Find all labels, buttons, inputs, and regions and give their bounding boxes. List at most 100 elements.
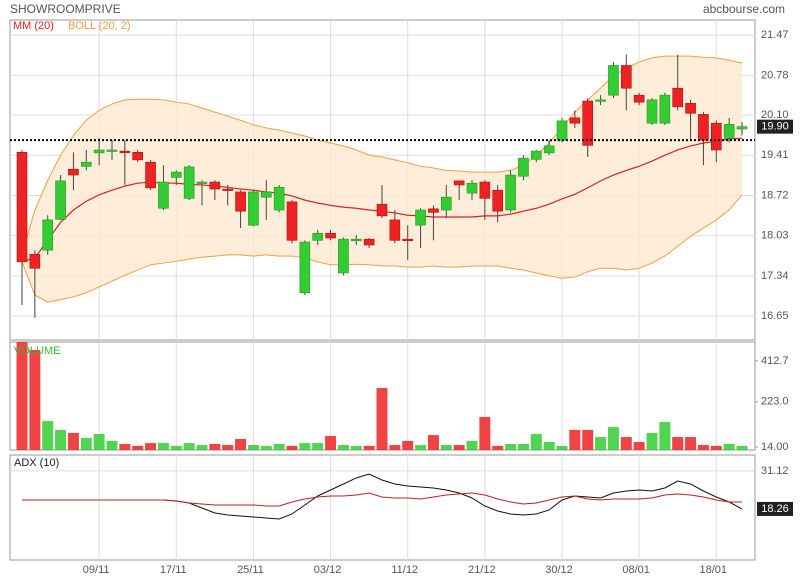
x-tick-label: 21/12 bbox=[468, 564, 496, 576]
candle-body bbox=[389, 219, 401, 241]
y-tick-label: 20.78 bbox=[761, 69, 789, 81]
x-tick-label: 30/12 bbox=[545, 564, 573, 576]
legend-label: BOLL (20, 2) bbox=[68, 20, 131, 32]
candle-body bbox=[29, 254, 41, 269]
candle-body bbox=[132, 152, 144, 161]
y-tick-label: 18.72 bbox=[761, 189, 789, 201]
x-tick-label: 03/12 bbox=[314, 564, 342, 576]
volume-bar bbox=[440, 445, 452, 450]
volume-bar bbox=[42, 421, 54, 450]
volume-bar bbox=[145, 443, 157, 450]
candle-body bbox=[68, 168, 79, 176]
candle-body bbox=[466, 182, 478, 194]
candle-body bbox=[273, 186, 285, 211]
volume-bar bbox=[247, 445, 259, 450]
candle-body bbox=[402, 238, 414, 241]
band-lower bbox=[21, 194, 743, 303]
candle-body bbox=[608, 65, 619, 96]
indicator-line bbox=[22, 492, 742, 507]
volume-bar bbox=[67, 432, 79, 450]
panel-title: VOLUME bbox=[14, 345, 60, 357]
candle-body bbox=[119, 150, 131, 153]
volume-bar bbox=[697, 445, 709, 450]
last-value-label: 18.26 bbox=[761, 503, 789, 515]
y-tick-label: 19.41 bbox=[761, 149, 789, 161]
candle-body bbox=[170, 171, 182, 178]
legend-label: MM (20) bbox=[13, 20, 54, 32]
y-tick-label: 412.7 bbox=[761, 355, 789, 367]
volume-bar bbox=[736, 445, 748, 450]
candle-body bbox=[556, 120, 568, 141]
volume-bar bbox=[569, 429, 581, 450]
candle-body bbox=[428, 208, 439, 213]
candle-body bbox=[646, 99, 658, 124]
candle-body bbox=[196, 181, 208, 184]
volume-bar bbox=[350, 445, 362, 450]
x-tick-label: 08/01 bbox=[622, 564, 650, 576]
volume-bar bbox=[170, 445, 182, 450]
volume-bar bbox=[16, 342, 28, 450]
candle-body bbox=[479, 181, 491, 199]
volume-bar bbox=[222, 445, 234, 450]
candle-body bbox=[672, 87, 684, 108]
volume-bar bbox=[543, 442, 555, 450]
volume-bar bbox=[80, 437, 92, 450]
volume-bar bbox=[556, 445, 568, 450]
candle-body bbox=[518, 157, 529, 177]
volume-bar bbox=[363, 445, 375, 450]
candle-body bbox=[312, 233, 324, 241]
volume-bar bbox=[595, 437, 607, 450]
volume-bar bbox=[427, 435, 439, 450]
candle-body bbox=[363, 238, 375, 246]
volume-bar bbox=[93, 434, 105, 450]
volume-bar bbox=[620, 437, 632, 450]
y-tick-label: 223.0 bbox=[761, 396, 789, 408]
volume-bar bbox=[196, 445, 208, 450]
candle-body bbox=[106, 149, 118, 152]
candle-body bbox=[350, 238, 362, 241]
candle-body bbox=[492, 189, 504, 212]
candle-body bbox=[685, 103, 696, 114]
candle-body bbox=[582, 100, 594, 146]
x-tick-label: 09/11 bbox=[83, 564, 110, 576]
volume-bar bbox=[582, 429, 594, 450]
candle-body bbox=[93, 149, 105, 154]
candle-body bbox=[569, 117, 581, 124]
chart-title: SHOWROOMPRIVE bbox=[10, 2, 121, 16]
band-fill bbox=[22, 56, 742, 303]
candle-body bbox=[440, 196, 452, 211]
y-tick-label: 17.34 bbox=[761, 270, 789, 282]
candle-body bbox=[325, 233, 336, 239]
candle-body bbox=[620, 65, 632, 89]
volume-bar bbox=[607, 427, 619, 450]
y-tick-label: 21.47 bbox=[761, 29, 789, 41]
volume-bar bbox=[672, 437, 684, 450]
candle-body bbox=[543, 145, 555, 154]
candle-body bbox=[376, 203, 388, 217]
candle-body bbox=[16, 152, 28, 263]
candle-body bbox=[595, 99, 606, 102]
y-tick-label: 20.10 bbox=[761, 109, 789, 121]
last-price-box bbox=[757, 119, 793, 134]
volume-bar bbox=[106, 440, 118, 450]
candle-body bbox=[209, 181, 221, 190]
volume-bar bbox=[119, 443, 131, 450]
volume-bar bbox=[273, 443, 285, 450]
volume-bar bbox=[530, 434, 542, 450]
panel-title: ADX (10) bbox=[14, 457, 59, 469]
y-tick-label: 18.03 bbox=[761, 230, 789, 242]
x-tick-label: 25/11 bbox=[237, 564, 264, 576]
candle-body bbox=[698, 114, 709, 141]
volume-bar bbox=[685, 437, 697, 450]
candle-body bbox=[55, 180, 66, 220]
volume-bar bbox=[376, 388, 388, 450]
candle-body bbox=[453, 180, 465, 186]
volume-bar bbox=[415, 445, 427, 450]
candle-body bbox=[183, 166, 195, 199]
volume-bar bbox=[402, 440, 414, 450]
volume-bar bbox=[646, 432, 658, 450]
volume-bar bbox=[659, 421, 671, 450]
candle-body bbox=[286, 201, 298, 241]
candle-body bbox=[415, 209, 426, 226]
volume-bar bbox=[286, 445, 298, 450]
